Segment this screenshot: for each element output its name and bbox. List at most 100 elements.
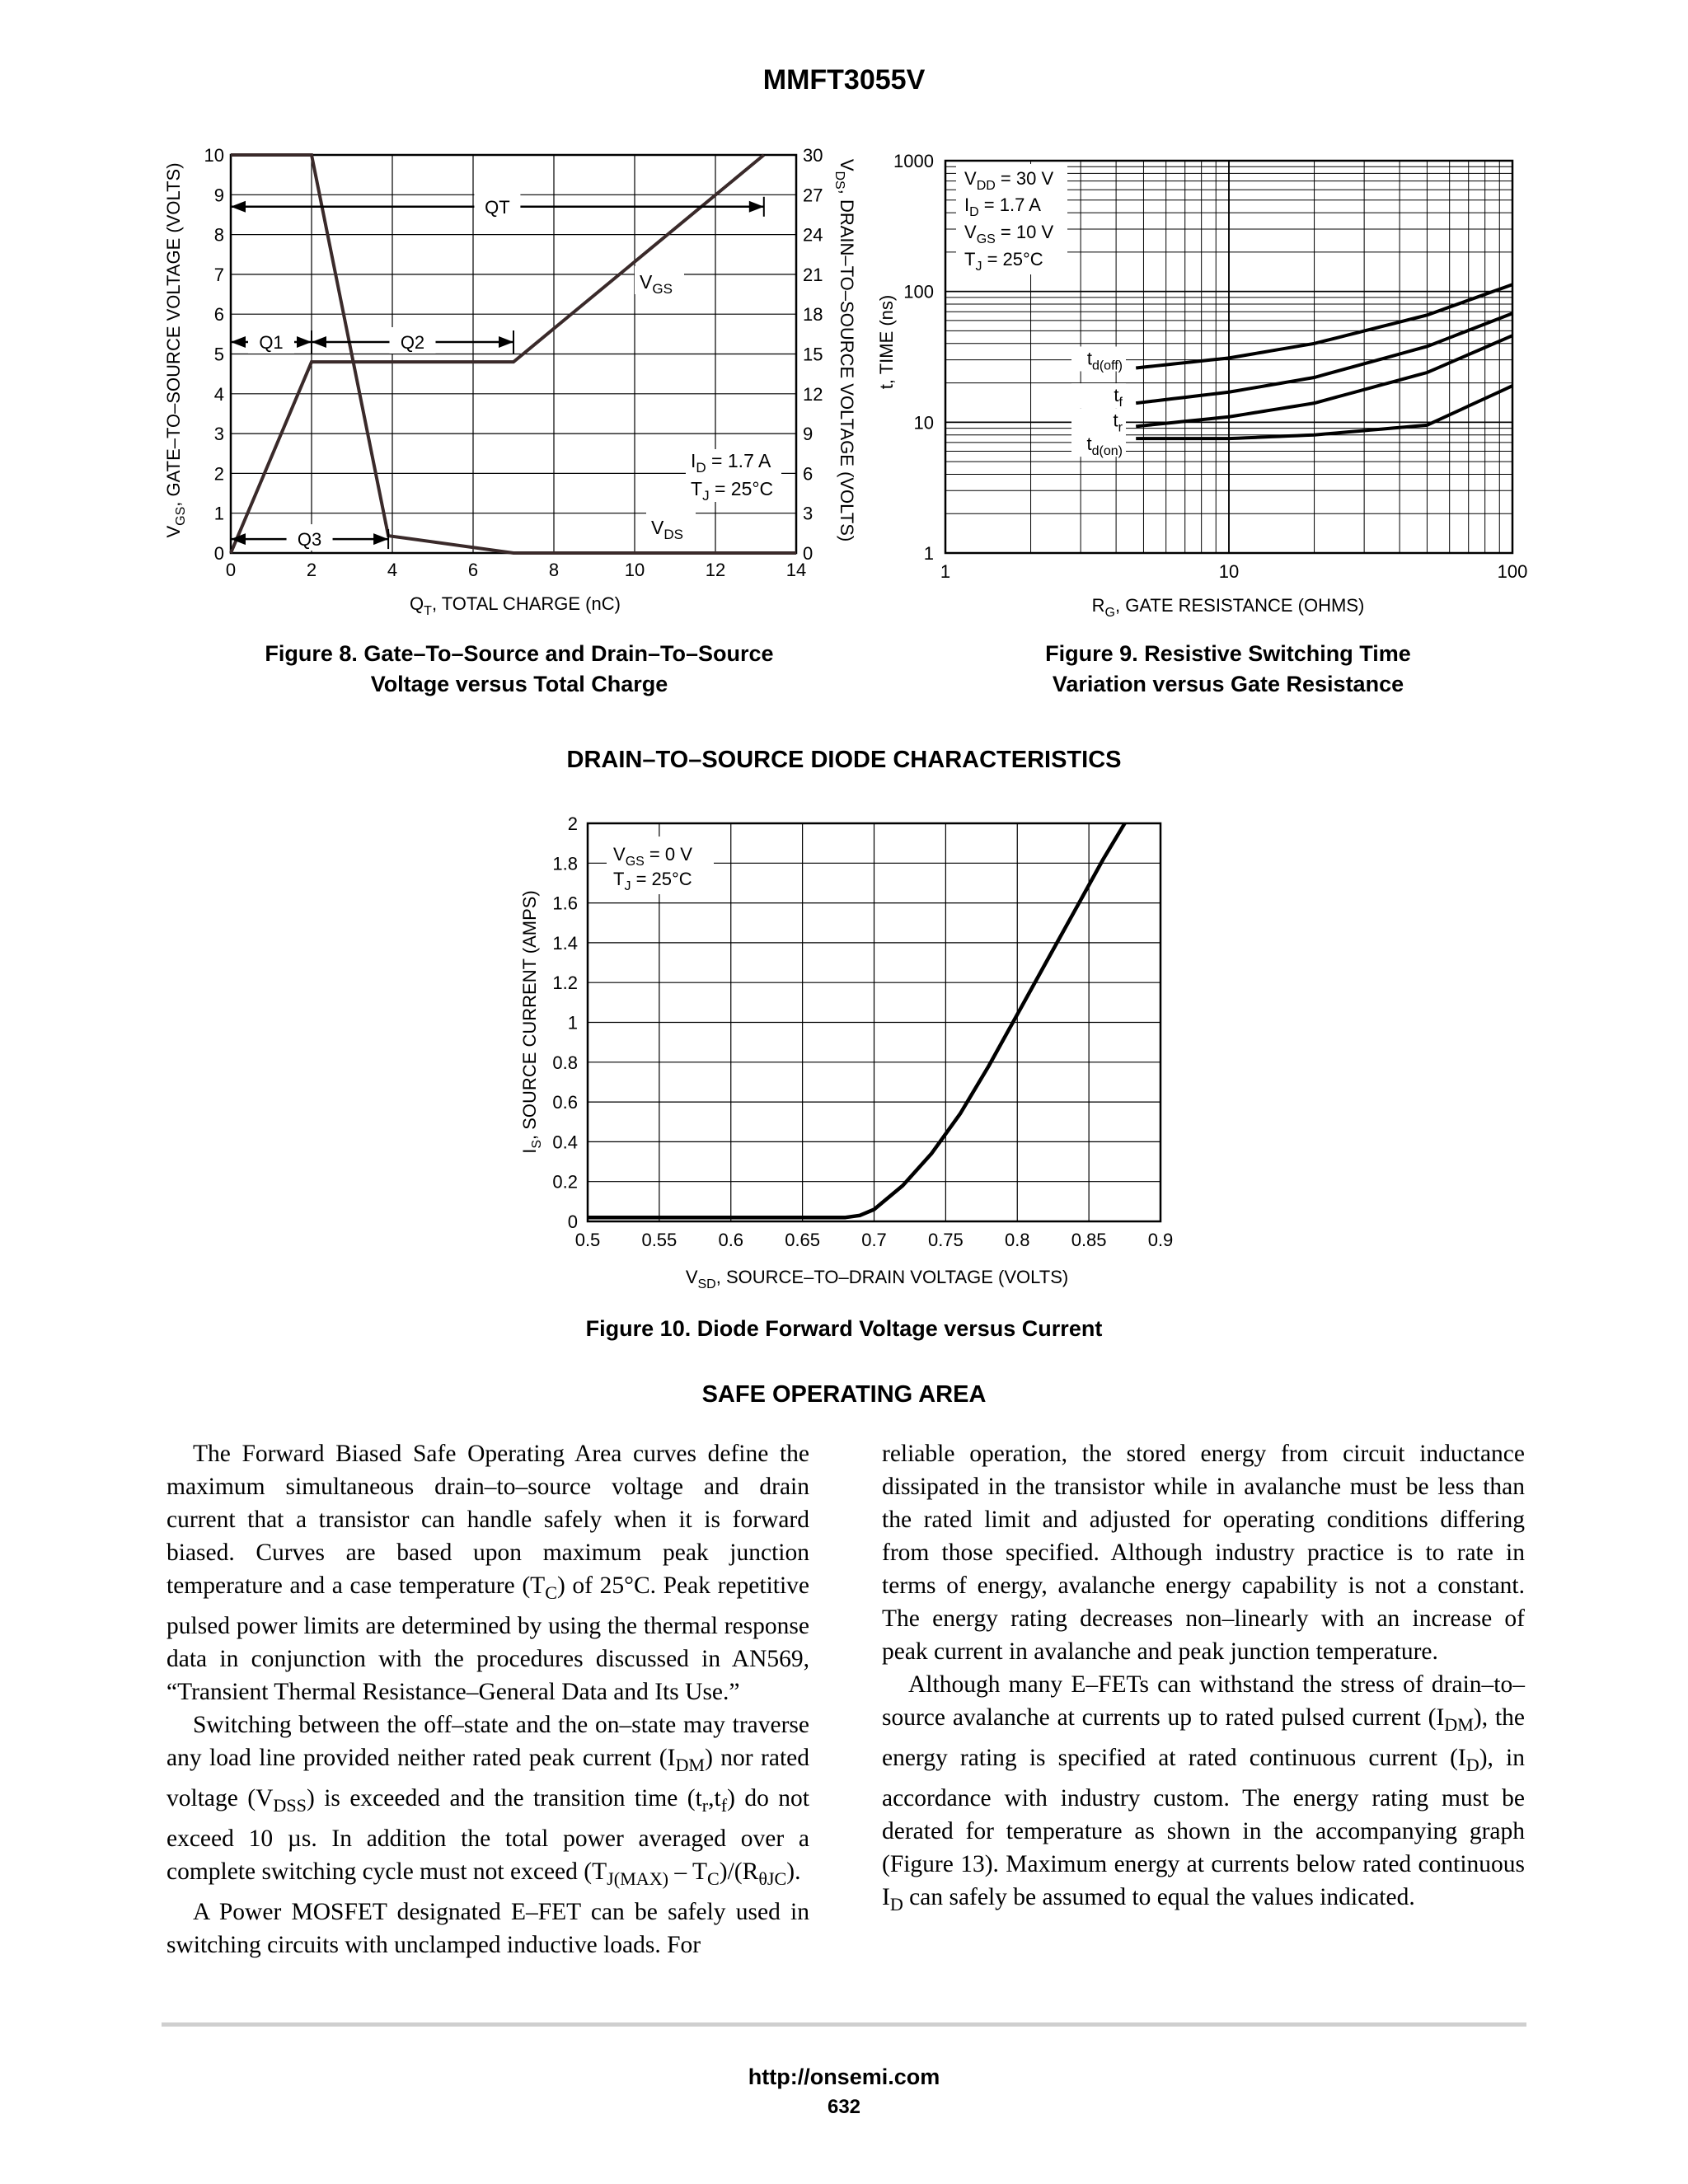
fig9-xtick: 100 — [1498, 561, 1528, 582]
fig8-ytick-left: 8 — [214, 225, 224, 246]
fig8-label-bg — [635, 266, 684, 294]
fig10-series-is — [588, 822, 1127, 1220]
fig10-ytick: 0 — [568, 1212, 578, 1232]
fig8-ytick-left: 6 — [214, 304, 224, 325]
fig8-series-vgs — [229, 153, 766, 554]
fig8-ylabel-right: VDS, DRAIN–TO–SOURCE VOLTAGE (VOLTS) — [832, 159, 857, 541]
fig8-arrowhead — [231, 533, 246, 546]
section-title-soa: SAFE OPERATING AREA — [701, 1381, 987, 1408]
fig8-xtick: 0 — [226, 560, 236, 580]
fig9-xtick: 10 — [1219, 561, 1239, 582]
fig8-arrowhead — [312, 336, 326, 349]
fig8-arrowhead — [748, 200, 764, 213]
fig10-cond-vgs: VGS = 0 V — [613, 844, 692, 869]
paragraph: Although many E–FETs can withstand the s… — [882, 1671, 1525, 1915]
fig9-conditions: VDD = 30 V ID = 1.7 A VGS = 10 V TJ = 25… — [964, 168, 1053, 274]
fig9-series-tdoff — [1135, 283, 1513, 370]
fig9-ylabel: t, TIME (ns) — [876, 295, 897, 390]
section-title-diode: DRAIN–TO–SOURCE DIODE CHARACTERISTICS — [566, 747, 1122, 773]
fig9-series-tf — [1135, 312, 1513, 405]
fig10-xtick: 0.75 — [928, 1230, 964, 1250]
body-column-right: reliable operation, the stored energy fr… — [882, 1437, 1525, 1921]
fig9-series-label-bg — [1071, 408, 1126, 434]
fig9-series-label: tr — [1114, 410, 1123, 434]
fig8-ytick-left: 9 — [214, 185, 224, 205]
fig8-ytick-right: 6 — [803, 463, 813, 484]
fig8-ytick-left: 2 — [214, 463, 224, 484]
fig10-ytick: 0.2 — [552, 1172, 578, 1193]
fig8-ytick-right: 15 — [803, 344, 823, 365]
fig10-ytick: 1.8 — [552, 853, 578, 874]
paragraph: Switching between the off–state and the … — [166, 1711, 809, 1889]
fig10-ytick: 1 — [568, 1013, 578, 1033]
fig9-series-label: tf — [1114, 385, 1123, 410]
paragraph: The Forward Biased Safe Operating Area c… — [166, 1441, 810, 1705]
footer-divider — [162, 2022, 1526, 2027]
fig9-series-label-bg — [1071, 383, 1126, 409]
fig9-series-label-bg — [1071, 432, 1126, 457]
fig8-series-vds — [231, 153, 796, 555]
footer-url[interactable]: http://onsemi.com — [748, 2064, 940, 2089]
fig9-series-label-bg — [1071, 346, 1126, 372]
fig8-ytick-right: 24 — [803, 225, 823, 246]
svg-text:ID = 1.7 A: ID = 1.7 A — [964, 194, 1041, 219]
fig8-xtick: 12 — [706, 560, 725, 580]
fig10-ytick: 1.2 — [552, 972, 578, 993]
fig8-label-bg — [646, 512, 696, 541]
fig10-xtick: 0.8 — [1005, 1230, 1030, 1250]
page-number: 632 — [827, 2096, 861, 2118]
svg-text:VGS = 10 V: VGS = 10 V — [964, 222, 1053, 246]
fig8-ytick-left: 4 — [214, 384, 224, 405]
fig8-arrow-label: Q2 — [401, 332, 424, 353]
fig8-xtick: 6 — [468, 560, 478, 580]
paragraph: A Power MOSFET designated E–FET can be s… — [166, 1898, 809, 1958]
fig8-ytick-right: 0 — [803, 543, 813, 564]
fig9-ytick: 1 — [924, 543, 934, 564]
fig8-arrowhead — [373, 533, 389, 546]
fig8-ytick-right: 27 — [803, 185, 823, 205]
fig10-xtick: 0.65 — [785, 1230, 820, 1250]
fig10-ytick: 1.4 — [552, 933, 578, 954]
fig9-series-tdon — [1136, 384, 1513, 441]
fig8-ytick-right: 12 — [803, 384, 823, 405]
fig8-xtick: 14 — [786, 560, 806, 580]
fig8-arrowhead — [231, 336, 246, 349]
fig8-cond-tj: TJ = 25°C — [691, 478, 773, 504]
fig8-xtick: 2 — [307, 560, 316, 580]
fig8-xlabel: QT, TOTAL CHARGE (nC) — [410, 593, 621, 618]
fig10-xtick: 0.7 — [861, 1230, 887, 1250]
fig10-xtick: 0.5 — [575, 1230, 601, 1250]
fig8-arrow-label-bg — [474, 191, 521, 218]
fig10-ytick: 0.8 — [552, 1052, 578, 1073]
fig8-cond-id: ID = 1.7 A — [691, 450, 771, 476]
fig9-series-tr — [1135, 334, 1513, 429]
figure8-caption: Figure 8. Gate–To–Source and Drain–To–So… — [265, 641, 774, 696]
fig9-ytick: 100 — [903, 282, 934, 302]
fig8-arrowhead — [231, 200, 246, 213]
fig10-ylabel: IS, SOURCE CURRENT (AMPS) — [519, 890, 544, 1154]
fig10-plot-frame — [586, 822, 1162, 1223]
fig10-cond-tj: TJ = 25°C — [613, 869, 692, 893]
page-title: MMFT3055V — [762, 64, 926, 96]
fig8-ylabel-left: VGS, GATE–TO–SOURCE VOLTAGE (VOLTS) — [163, 162, 188, 537]
fig8-arrow-label: Q1 — [259, 332, 283, 353]
fig9-conditions-bg — [956, 164, 1067, 274]
fig9-ytick: 1000 — [893, 151, 934, 171]
fig8-arrow-label: QT — [485, 197, 510, 218]
fig8-xtick: 10 — [625, 560, 645, 580]
fig8-arrowhead — [297, 336, 312, 349]
fig9-xtick: 1 — [940, 561, 950, 582]
fig9-xlabel: RG, GATE RESISTANCE (OHMS) — [1092, 595, 1365, 620]
fig10-ytick: 1.6 — [552, 893, 578, 914]
fig10-xtick: 0.9 — [1148, 1230, 1174, 1250]
svg-text:VDD = 30 V: VDD = 30 V — [964, 168, 1053, 193]
fig9-series-label: td(on) — [1087, 434, 1123, 458]
fig8-arrow-label: Q3 — [298, 529, 321, 550]
fig10-ytick: 2 — [568, 813, 578, 834]
fig8-label-vgs: VGS — [640, 271, 673, 297]
fig10-conditions-bg — [607, 837, 714, 894]
fig8-ytick-left: 3 — [214, 424, 224, 444]
fig8-ytick-left: 5 — [214, 344, 224, 365]
paragraph: reliable operation, the stored energy fr… — [882, 1441, 1525, 1665]
fig8-ytick-right: 18 — [803, 304, 823, 325]
